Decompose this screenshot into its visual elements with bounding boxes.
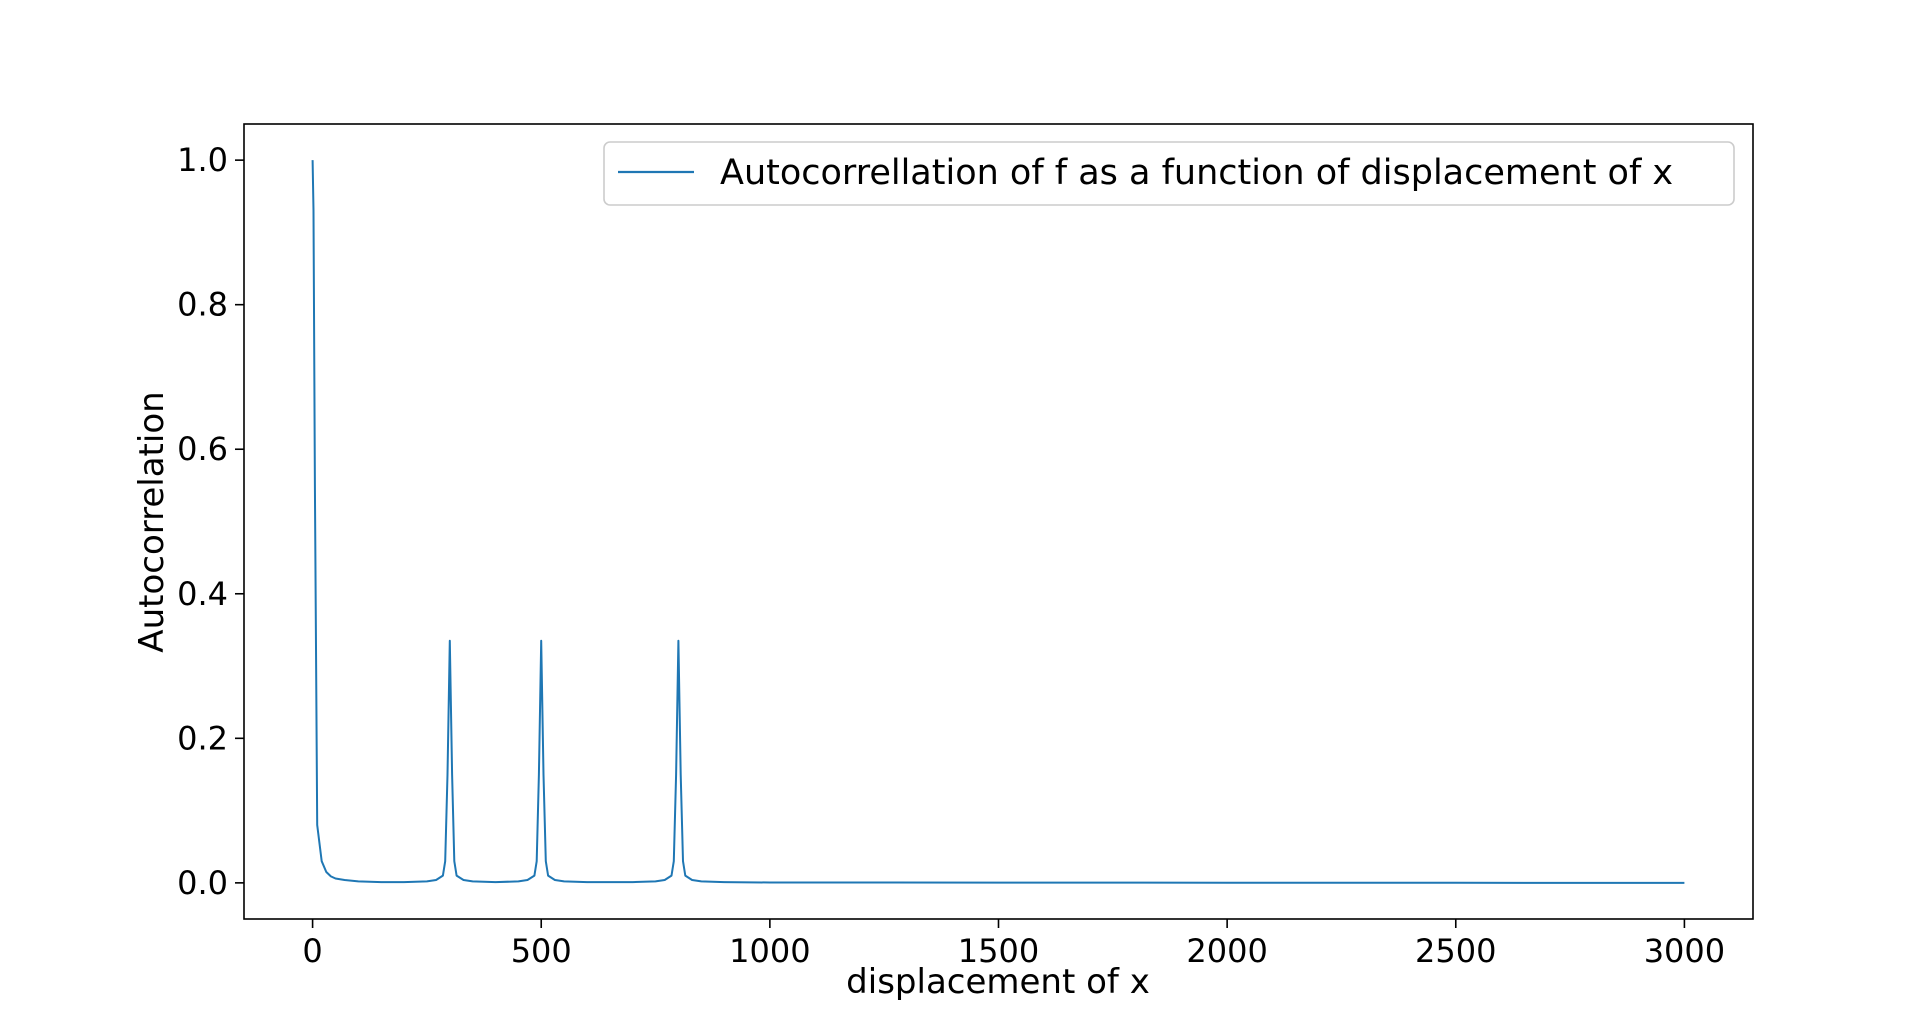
x-axis-ticks: 0 500 1000 1500 2000 2500 3000 xyxy=(302,919,1725,970)
legend-box xyxy=(603,141,1735,206)
y-tick-label: 0.8 xyxy=(177,286,228,324)
plot-area xyxy=(243,123,1754,920)
x-tick-label: 1500 xyxy=(958,932,1039,970)
x-axis-label: displacement of x xyxy=(846,962,1150,1002)
legend: Autocorrellation of f as a function of d… xyxy=(603,141,1735,206)
x-tick-label: 3000 xyxy=(1644,932,1725,970)
x-tick-label: 1000 xyxy=(729,932,810,970)
y-tick-label: 0.0 xyxy=(177,864,228,902)
y-axis-label: Autocorrelation xyxy=(132,391,172,652)
y-tick-label: 0.6 xyxy=(177,430,228,468)
x-tick-label: 0 xyxy=(302,932,322,970)
x-tick-label: 2000 xyxy=(1186,932,1267,970)
y-tick-label: 1.0 xyxy=(177,141,228,179)
x-tick-label: 500 xyxy=(511,932,572,970)
x-tick-label: 2500 xyxy=(1415,932,1496,970)
series-layer xyxy=(311,160,1685,884)
y-axis-ticks: 0.0 0.2 0.4 0.6 0.8 1.0 xyxy=(177,141,244,902)
legend-label: Autocorrellation of f as a function of d… xyxy=(720,153,1673,193)
y-tick-label: 0.4 xyxy=(177,575,228,613)
series-line xyxy=(311,160,1685,884)
y-tick-label: 0.2 xyxy=(177,719,228,757)
